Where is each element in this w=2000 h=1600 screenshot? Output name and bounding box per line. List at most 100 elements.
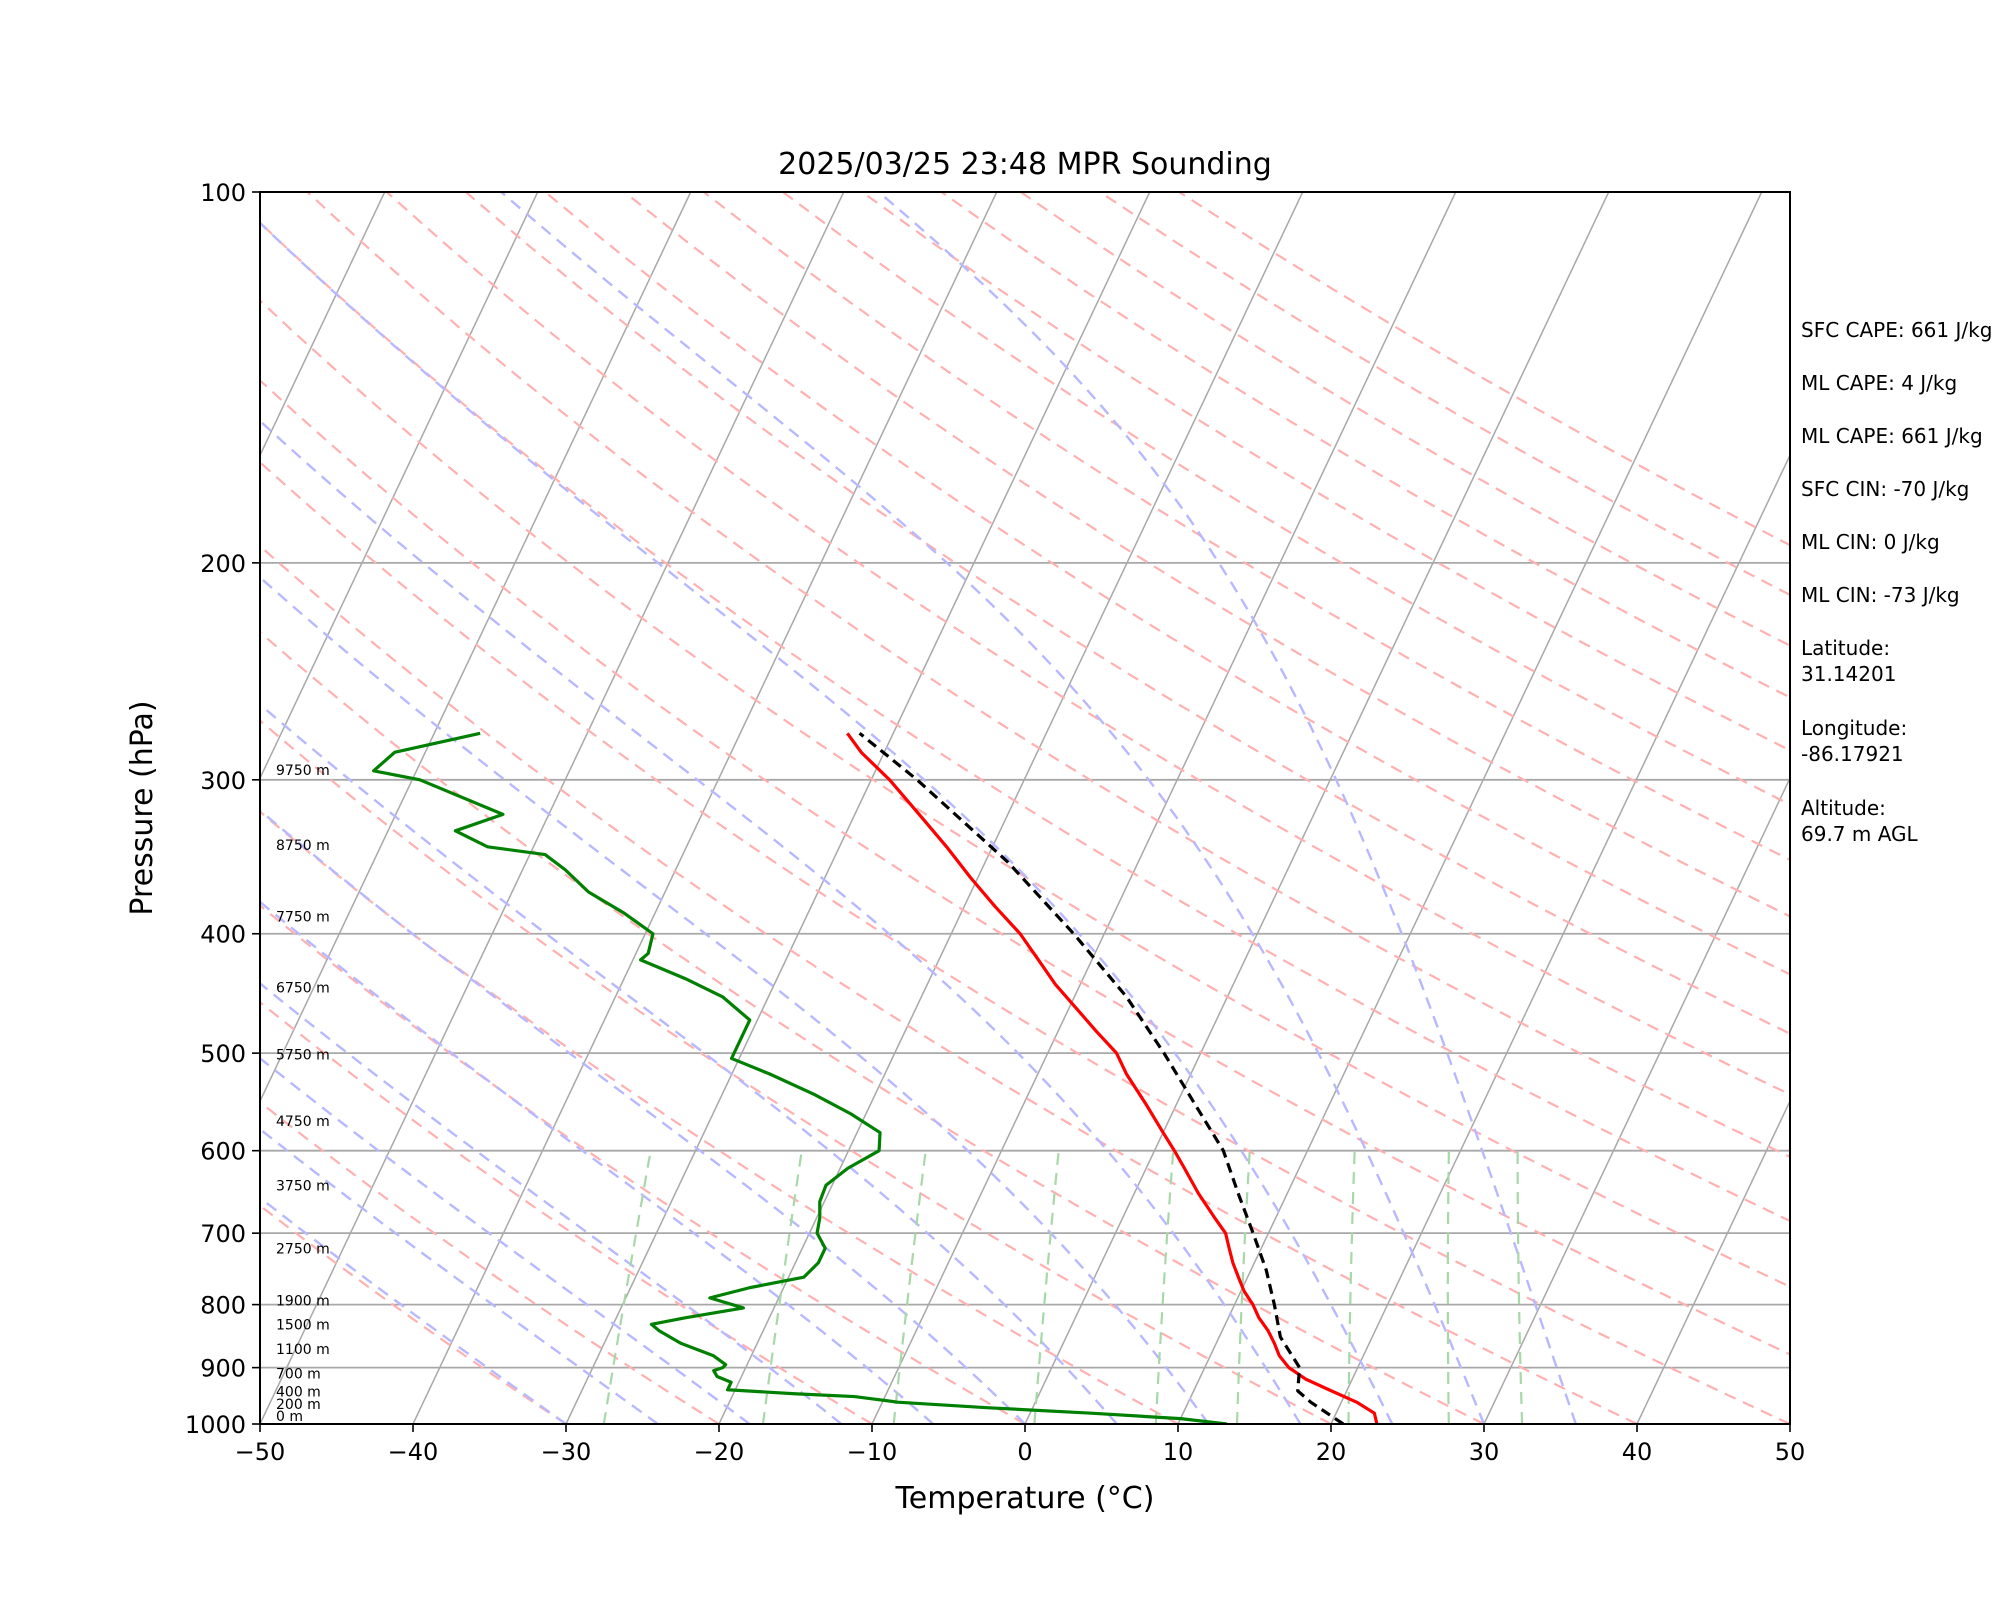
- moist-adiabat-line: [260, 575, 1210, 1424]
- height-label: 1500 m: [276, 1318, 330, 1334]
- dry-adiabat-line: [260, 719, 1332, 1424]
- reference-lines: [0, 192, 1790, 1424]
- info-item: ML CIN: 0 J/kg: [1801, 530, 1940, 554]
- mixing-ratio-line: [761, 1150, 803, 1424]
- isotherm-line: [1330, 453, 1790, 1424]
- moist-adiabat-line: [260, 1056, 751, 1424]
- info-item: Longitude: -86.17921: [1801, 716, 1907, 766]
- dry-adiabat-line: [940, 192, 1790, 699]
- isotherm-line: [718, 192, 1304, 1424]
- isotherm-line: [260, 192, 386, 457]
- height-label: 1100 m: [276, 1342, 330, 1358]
- dry-adiabat-line: [260, 544, 1638, 1424]
- height-label: 9750 m: [276, 763, 330, 779]
- info-item: SFC CAPE: 661 J/kg: [1801, 318, 1992, 342]
- moist-adiabat-line: [260, 1127, 659, 1424]
- y-tick-label: 800: [200, 1292, 246, 1320]
- dry-adiabat-line: [544, 192, 1790, 976]
- y-tick-label: 400: [200, 921, 246, 949]
- height-label: 6750 m: [276, 981, 330, 997]
- temperature-line: [846, 732, 1379, 1424]
- dry-adiabat-line: [623, 192, 1790, 918]
- height-label: 3750 m: [276, 1179, 330, 1195]
- x-tick-label: −50: [235, 1438, 286, 1466]
- x-axis-title: Temperature (°C): [895, 1481, 1155, 1516]
- y-axis-title: Pressure (hPa): [125, 700, 160, 915]
- height-label: 700 m: [276, 1366, 321, 1382]
- x-tick-label: −20: [694, 1438, 745, 1466]
- dry-adiabat-line: [260, 378, 1790, 1356]
- height-label: 7750 m: [276, 909, 330, 925]
- x-tick-label: 10: [1163, 1438, 1194, 1466]
- isotherm-line: [260, 192, 692, 1103]
- isotherm-line: [871, 192, 1457, 1424]
- moist-adiabat-line: [260, 419, 1302, 1424]
- x-tick-label: 20: [1316, 1438, 1347, 1466]
- y-tick-label: 200: [200, 550, 246, 578]
- isotherm-line: [1636, 1099, 1790, 1424]
- y-tick-label: 1000: [185, 1411, 246, 1439]
- moist-adiabat-line: [260, 900, 934, 1424]
- height-label: 4750 m: [276, 1114, 330, 1130]
- info-item: Altitude: 69.7 m AGL: [1801, 796, 1919, 846]
- height-label: 0 m: [276, 1409, 303, 1425]
- y-tick-label: 500: [200, 1040, 246, 1068]
- isotherm-line: [260, 192, 845, 1424]
- mixing-ratio-line: [1347, 1150, 1356, 1424]
- dry-adiabat-line: [260, 299, 1790, 1288]
- mixing-ratio-line: [602, 1150, 652, 1424]
- isotherm-line: [0, 192, 79, 1424]
- isotherm-line: [1024, 192, 1610, 1424]
- mixing-ratio-line: [892, 1150, 927, 1424]
- y-tick-label: 300: [200, 767, 246, 795]
- height-label: 5750 m: [276, 1048, 330, 1064]
- dry-adiabat-line: [260, 630, 1485, 1424]
- isotherm-line: [0, 192, 232, 1424]
- y-tick-label: 900: [200, 1355, 246, 1383]
- info-item: ML CIN: -73 J/kg: [1801, 583, 1960, 607]
- dry-adiabat-line: [385, 192, 1790, 1096]
- x-tick-label: −10: [847, 1438, 898, 1466]
- moist-adiabat-line: [260, 808, 1026, 1424]
- height-label: 200 m: [276, 1397, 321, 1413]
- y-tick-label: 600: [200, 1138, 246, 1166]
- isotherm-line: [565, 192, 1151, 1424]
- moist-adiabat-line: [260, 221, 1394, 1424]
- dry-adiabat-line: [306, 192, 1790, 1159]
- info-item: Latitude: 31.14201: [1801, 636, 1896, 686]
- isotherm-line: [1483, 776, 1790, 1424]
- x-tick-label: −40: [388, 1438, 439, 1466]
- isotherm-line: [412, 192, 998, 1424]
- height-label: 8750 m: [276, 838, 330, 854]
- info-panel: SFC CAPE: 661 J/kg ML CAPE: 4 J/kg ML CAPE…: [1801, 318, 1992, 846]
- mixing-ratio-line: [1516, 1150, 1524, 1424]
- dewpoint-line: [372, 731, 1228, 1424]
- dry-adiabat-line: [260, 1204, 567, 1424]
- moist-adiabat-line: [877, 192, 1577, 1424]
- dry-adiabat-line: [702, 192, 1790, 861]
- x-tick-label: 0: [1017, 1438, 1032, 1466]
- x-tick-label: 50: [1775, 1438, 1806, 1466]
- y-tick-label: 100: [200, 179, 246, 207]
- dry-adiabat-line: [260, 810, 1179, 1424]
- x-tick-label: 40: [1622, 1438, 1653, 1466]
- mixing-ratio-line: [1446, 1150, 1450, 1424]
- dry-adiabat-line: [260, 1100, 720, 1424]
- moist-adiabat-line: [260, 981, 843, 1424]
- parcel-line: [858, 732, 1345, 1424]
- mixing-ratio-line: [1154, 1150, 1175, 1424]
- isotherm-line: [1177, 192, 1763, 1424]
- info-item: SFC CIN: -70 J/kg: [1801, 477, 1969, 501]
- chart-title: 2025/03/25 23:48 MPR Sounding: [778, 147, 1272, 182]
- dry-adiabat-line: [465, 192, 1790, 1035]
- info-item: ML CAPE: 4 J/kg: [1801, 371, 1957, 395]
- moist-adiabat-line: [260, 1196, 567, 1424]
- height-label: 1900 m: [276, 1294, 330, 1310]
- isotherm-line: [260, 192, 539, 780]
- x-tick-label: −30: [541, 1438, 592, 1466]
- x-tick-label: 30: [1469, 1438, 1500, 1466]
- moist-adiabat-line: [500, 192, 1486, 1424]
- data-lines: [372, 731, 1379, 1424]
